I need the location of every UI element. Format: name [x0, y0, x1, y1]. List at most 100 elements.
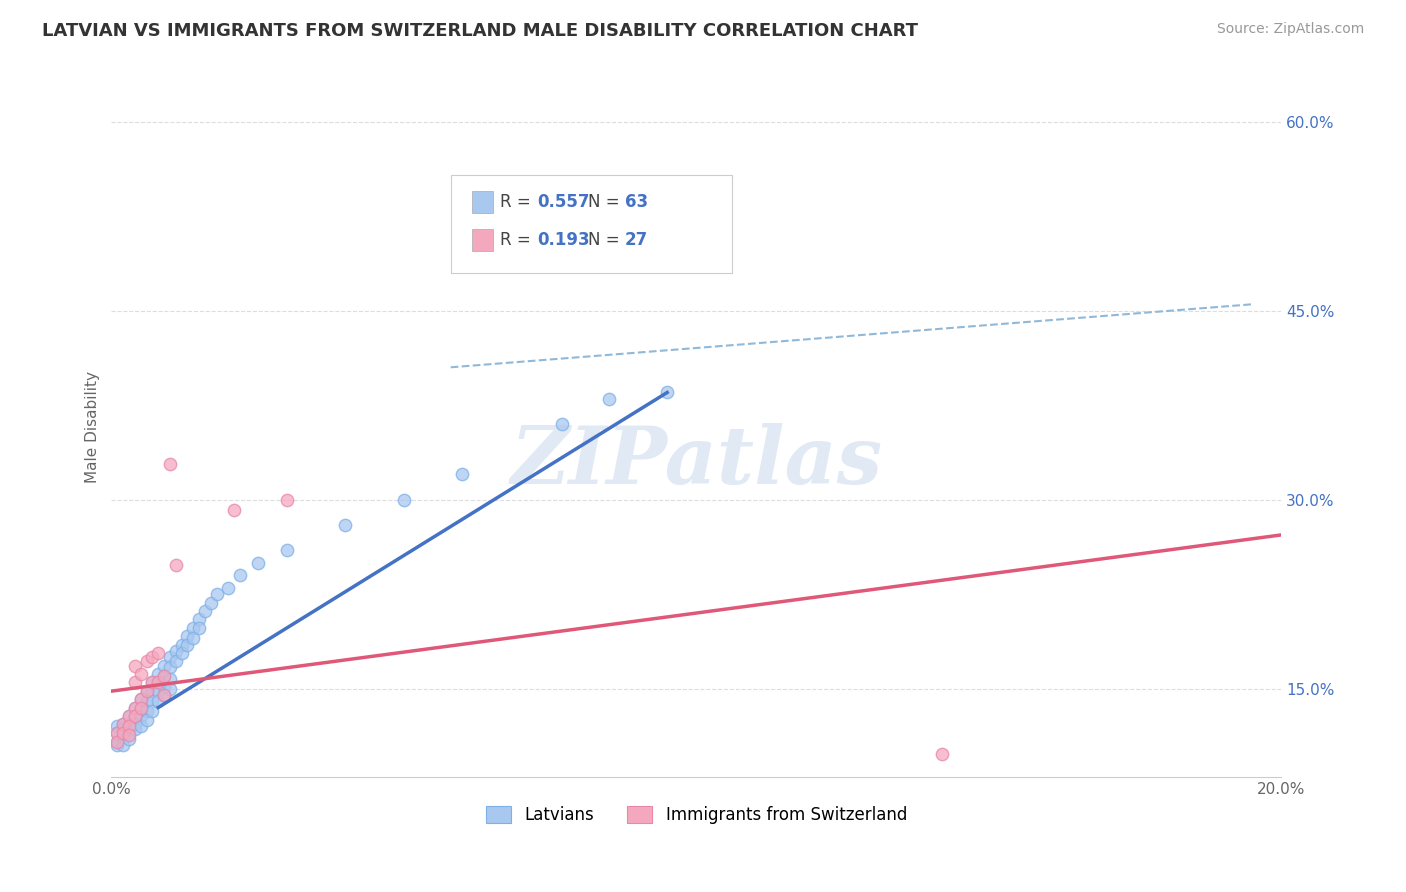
Point — [657, 385, 679, 400]
Point — [392, 492, 415, 507]
Point — [176, 629, 198, 643]
Point — [148, 675, 170, 690]
Text: R =: R = — [501, 193, 536, 211]
Point — [124, 722, 146, 736]
Point — [181, 632, 204, 646]
Point — [135, 684, 157, 698]
Point — [246, 556, 269, 570]
Text: Source: ZipAtlas.com: Source: ZipAtlas.com — [1216, 22, 1364, 37]
Point — [105, 719, 128, 733]
Point — [276, 492, 298, 507]
Point — [159, 650, 181, 665]
Point — [141, 704, 163, 718]
Point — [188, 612, 211, 626]
Point — [217, 581, 239, 595]
Point — [148, 675, 170, 690]
Point — [112, 722, 135, 736]
Point — [335, 517, 357, 532]
Point — [205, 587, 228, 601]
Point — [124, 675, 146, 690]
Point — [153, 688, 176, 702]
Text: N =: N = — [588, 193, 624, 211]
Point — [135, 654, 157, 668]
Point — [124, 700, 146, 714]
Point — [141, 675, 163, 690]
Point — [112, 717, 135, 731]
Point — [118, 725, 141, 739]
Text: R =: R = — [501, 231, 536, 249]
Point — [118, 709, 141, 723]
Point — [176, 638, 198, 652]
Point — [118, 719, 141, 733]
Point — [129, 700, 152, 714]
Point — [148, 666, 170, 681]
Point — [165, 654, 187, 668]
Point — [105, 725, 128, 739]
Point — [931, 747, 953, 761]
Point — [551, 417, 574, 431]
Point — [159, 681, 181, 696]
Point — [159, 660, 181, 674]
FancyBboxPatch shape — [472, 228, 494, 251]
Point — [105, 734, 128, 748]
Text: ZIPatlas: ZIPatlas — [510, 424, 883, 501]
Point — [124, 659, 146, 673]
Point — [148, 684, 170, 698]
Point — [165, 644, 187, 658]
Point — [129, 719, 152, 733]
Point — [148, 694, 170, 708]
Point — [118, 732, 141, 747]
Point — [124, 700, 146, 714]
Point — [105, 725, 128, 739]
Y-axis label: Male Disability: Male Disability — [86, 371, 100, 483]
Point — [159, 458, 181, 472]
FancyBboxPatch shape — [472, 191, 494, 213]
Point — [129, 691, 152, 706]
Point — [194, 603, 217, 617]
Point — [112, 717, 135, 731]
Point — [153, 669, 176, 683]
Point — [200, 596, 222, 610]
Point — [153, 688, 176, 702]
Point — [129, 709, 152, 723]
Point — [141, 684, 163, 698]
Point — [276, 543, 298, 558]
Point — [105, 739, 128, 753]
Point — [188, 621, 211, 635]
Point — [135, 713, 157, 727]
Text: 0.193: 0.193 — [537, 231, 591, 249]
Point — [118, 728, 141, 742]
Point — [141, 694, 163, 708]
Point — [129, 700, 152, 714]
Point — [451, 467, 474, 482]
Point — [118, 719, 141, 733]
Point — [148, 646, 170, 660]
Text: 0.557: 0.557 — [537, 193, 589, 211]
Point — [229, 568, 252, 582]
Text: LATVIAN VS IMMIGRANTS FROM SWITZERLAND MALE DISABILITY CORRELATION CHART: LATVIAN VS IMMIGRANTS FROM SWITZERLAND M… — [42, 22, 918, 40]
Point — [135, 704, 157, 718]
Point — [598, 392, 620, 406]
Point — [105, 734, 128, 748]
Point — [135, 694, 157, 708]
Text: N =: N = — [588, 231, 624, 249]
Legend: Latvians, Immigrants from Switzerland: Latvians, Immigrants from Switzerland — [486, 806, 907, 824]
Point — [112, 739, 135, 753]
Text: 27: 27 — [626, 231, 648, 249]
Point — [129, 666, 152, 681]
Point — [129, 691, 152, 706]
Point — [124, 717, 146, 731]
Point — [165, 558, 187, 573]
FancyBboxPatch shape — [451, 176, 731, 273]
Point — [153, 659, 176, 673]
Point — [135, 684, 157, 698]
Point — [153, 669, 176, 683]
Point — [159, 672, 181, 686]
Point — [112, 725, 135, 739]
Point — [181, 621, 204, 635]
Point — [170, 646, 193, 660]
Point — [124, 709, 146, 723]
Point — [153, 679, 176, 693]
Point — [170, 638, 193, 652]
Point — [224, 502, 246, 516]
